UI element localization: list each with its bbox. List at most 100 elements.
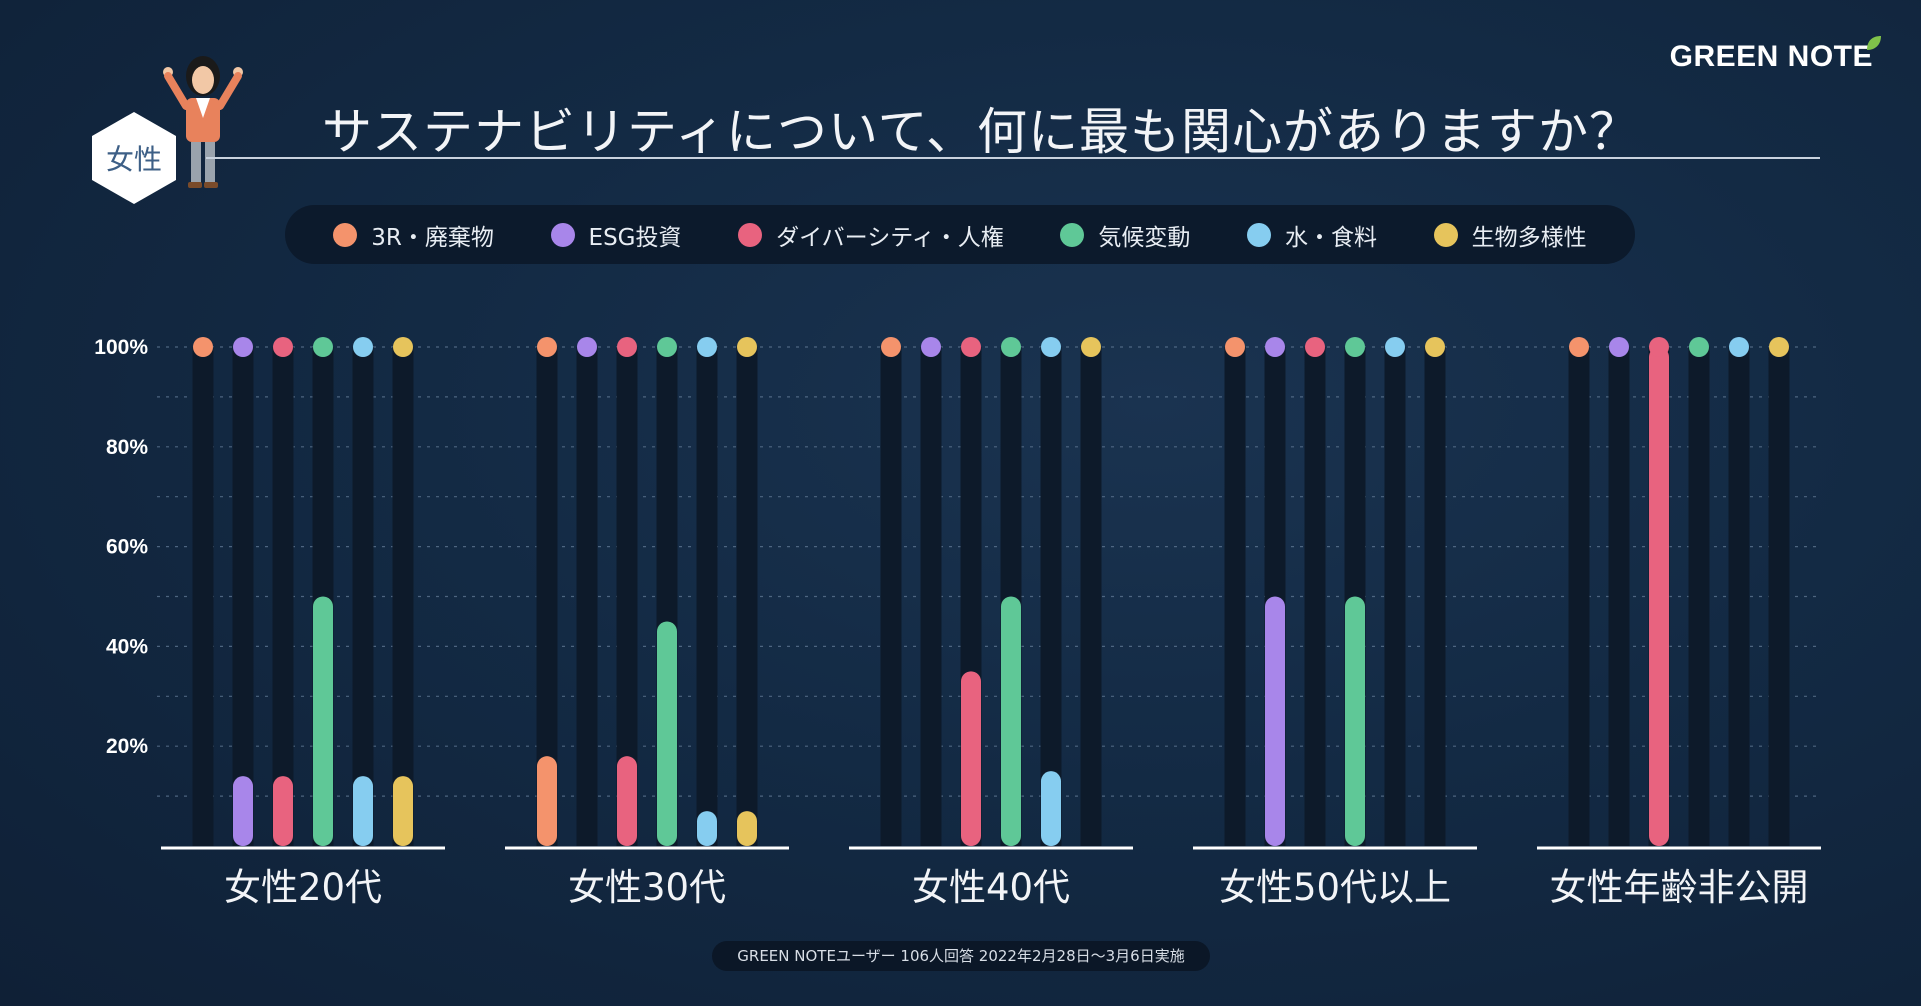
- dot-biodiversity: [393, 337, 413, 357]
- bar-track: [232, 347, 254, 846]
- bar-track: [616, 347, 638, 846]
- bar-track: [1424, 347, 1446, 846]
- legend-label-climate: 気候変動: [1098, 224, 1191, 251]
- legend-item-water: 水・食料: [1247, 218, 1377, 252]
- legend-label-biodiversity: 生物多様性: [1471, 224, 1587, 251]
- bar-water: [697, 811, 717, 846]
- legend-label-esg: ESG投資: [588, 224, 682, 251]
- dot-climate: [1345, 337, 1365, 357]
- dot-biodiversity: [737, 337, 757, 357]
- bar-diversity: [961, 671, 981, 846]
- dot-esg: [233, 337, 253, 357]
- page-title: サステナビリティについて、何に最も関心がありますか？: [322, 103, 1640, 161]
- dot-diversity: [617, 337, 637, 357]
- y-tick-label: 40%: [106, 635, 148, 658]
- title-divider: [206, 157, 1820, 159]
- category-label: 女性40代: [912, 866, 1070, 909]
- dot-diversity: [1305, 337, 1325, 357]
- bar-climate: [313, 596, 333, 846]
- bar-track: [1080, 347, 1102, 846]
- y-tick-label: 100%: [94, 336, 148, 359]
- dot-biodiversity: [1425, 337, 1445, 357]
- dot-water: [1385, 337, 1405, 357]
- bar-diversity: [1649, 347, 1669, 846]
- dot-esg: [1265, 337, 1285, 357]
- woman-illustration-icon: [163, 56, 243, 188]
- dot-3r: [193, 337, 213, 357]
- dot-biodiversity: [1769, 337, 1789, 357]
- leaf-icon: [1867, 36, 1881, 50]
- bar-track: [1224, 347, 1246, 846]
- bar-track: [920, 347, 942, 846]
- dot-diversity: [273, 337, 293, 357]
- bar-track: [536, 347, 558, 846]
- dot-water: [353, 337, 373, 357]
- legend-dot-3r: [333, 222, 358, 247]
- bar-climate: [657, 621, 677, 846]
- brand-logo: GREEN NOTE: [1669, 36, 1881, 74]
- bar-track: [1568, 347, 1590, 846]
- legend-dot-diversity: [738, 222, 763, 247]
- bar-biodiversity: [393, 776, 413, 846]
- dot-3r: [537, 337, 557, 357]
- bar-track: [736, 347, 758, 846]
- legend-item-climate: 気候変動: [1060, 218, 1190, 252]
- hexagon-badge-icon: [92, 112, 176, 204]
- bar-track: [1304, 347, 1326, 846]
- dot-diversity: [961, 337, 981, 357]
- bar-climate: [1345, 596, 1365, 846]
- bar-diversity: [273, 776, 293, 846]
- survey-footnote: GREEN NOTEユーザー 106人回答 2022年2月28日〜3月6日実施: [712, 941, 1210, 971]
- legend-item-esg: ESG投資: [550, 218, 682, 252]
- dot-3r: [1569, 337, 1589, 357]
- bar-track: [272, 347, 294, 846]
- dot-3r: [1225, 337, 1245, 357]
- bar-track: [192, 347, 214, 846]
- bar-biodiversity: [737, 811, 757, 846]
- bar-track: [392, 347, 414, 846]
- dot-3r: [881, 337, 901, 357]
- category-label: 女性年齢非公開: [1550, 866, 1809, 909]
- dot-diversity: [1649, 337, 1669, 357]
- y-tick-label: 20%: [106, 735, 148, 758]
- brand-name: GREEN NOTE: [1669, 40, 1873, 73]
- legend-dot-biodiversity: [1433, 222, 1458, 247]
- legend-item-biodiversity: 生物多様性: [1433, 218, 1587, 252]
- legend-label-diversity: ダイバーシティ・人権: [776, 224, 1004, 251]
- legend-label-3r: 3R・廃棄物: [371, 224, 494, 251]
- bar-climate: [1001, 596, 1021, 846]
- dot-esg: [921, 337, 941, 357]
- bar-track: [696, 347, 718, 846]
- bar-3r: [537, 756, 557, 846]
- dot-water: [1729, 337, 1749, 357]
- bar-track: [1768, 347, 1790, 846]
- dot-climate: [313, 337, 333, 357]
- bar-track: [1688, 347, 1710, 846]
- bar-track: [352, 347, 374, 846]
- bar-water: [1041, 771, 1061, 846]
- bar-track: [1040, 347, 1062, 846]
- badge-label: 女性: [105, 143, 162, 176]
- legend-label-water: 水・食料: [1285, 224, 1378, 251]
- bar-track: [576, 347, 598, 846]
- bar-diversity: [617, 756, 637, 846]
- category-label: 女性50代以上: [1219, 866, 1451, 909]
- dot-water: [697, 337, 717, 357]
- dot-climate: [1001, 337, 1021, 357]
- legend-item-3r: 3R・廃棄物: [333, 218, 494, 252]
- bar-track: [880, 347, 902, 846]
- legend-dot-water: [1247, 222, 1272, 247]
- bar-track: [1728, 347, 1750, 846]
- dot-climate: [657, 337, 677, 357]
- y-tick-label: 80%: [106, 436, 148, 459]
- dot-water: [1041, 337, 1061, 357]
- bar-track: [1608, 347, 1630, 846]
- category-label: 女性20代: [224, 866, 382, 909]
- legend-dot-esg: [550, 222, 575, 247]
- bar-water: [353, 776, 373, 846]
- legend-dot-climate: [1060, 222, 1085, 247]
- dot-esg: [577, 337, 597, 357]
- dot-biodiversity: [1081, 337, 1101, 357]
- category-label: 女性30代: [568, 866, 726, 909]
